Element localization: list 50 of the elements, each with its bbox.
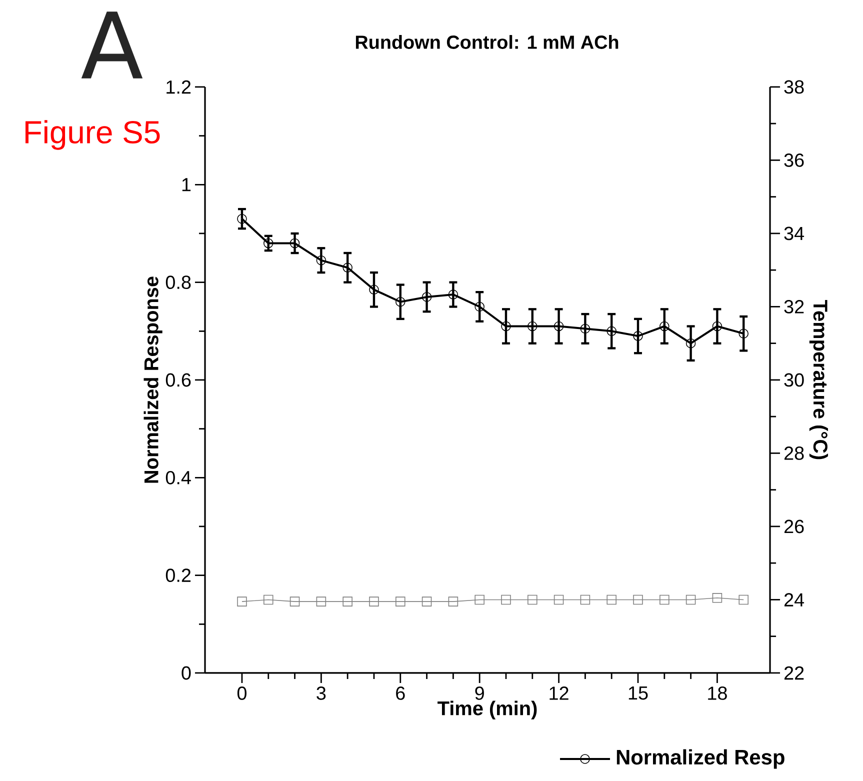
y2-tick-label: 24: [784, 593, 804, 606]
point: [712, 321, 722, 332]
y-tick-label: 1: [182, 178, 191, 192]
point: [290, 238, 300, 248]
point: [263, 238, 274, 248]
x-tick-label: 12: [550, 686, 568, 700]
chart-title: Rundown Control: 1 mM ACh: [356, 35, 618, 49]
y2-tick-label: 26: [784, 520, 804, 534]
x-tick-label: 9: [475, 686, 484, 700]
point: [528, 321, 538, 332]
x-tick-label: 3: [316, 686, 326, 700]
caption: Figure S5: [26, 120, 160, 150]
x-tick-label: 0: [237, 686, 246, 700]
y2-tick-label: 34: [784, 226, 804, 240]
y-tick-label: 0.4: [166, 470, 191, 484]
point: [237, 214, 247, 224]
y2-tick-label: 22: [784, 666, 804, 680]
y-axis-title: Normalized Response: [144, 276, 162, 483]
legend-label: Normalized Resp: [616, 749, 784, 769]
point: [606, 326, 616, 336]
point: [316, 255, 326, 266]
x-tick-label: 6: [396, 686, 405, 700]
point: [448, 290, 458, 300]
point: [501, 321, 511, 332]
y-tick-label: 0: [182, 666, 191, 680]
point: [738, 328, 748, 338]
y2-tick-label: 28: [784, 446, 804, 460]
x-tick-label: 18: [708, 686, 727, 700]
point: [369, 284, 379, 295]
y2-axis-title: Temperature (°C): [809, 300, 828, 460]
y2-tick-label: 36: [784, 154, 804, 167]
y-tick-label: 0.2: [166, 568, 191, 582]
point: [342, 262, 352, 273]
text: A: [81, 12, 143, 78]
point: [633, 331, 643, 341]
y2-tick-label: 38: [784, 80, 804, 94]
y-tick-label: 0.8: [166, 276, 191, 290]
x-tick-label: 15: [628, 686, 648, 700]
point: [580, 324, 590, 334]
point: [686, 338, 696, 348]
y-tick-label: 1.2: [166, 80, 191, 94]
point: [660, 321, 670, 332]
x-axis-title: Time (min): [438, 700, 537, 720]
y2-tick-label: 32: [784, 300, 804, 314]
point: [422, 292, 432, 302]
y2-tick-label: 30: [784, 373, 804, 387]
point: [474, 302, 484, 312]
point: [396, 296, 406, 307]
y-tick-label: 0.6: [166, 373, 191, 387]
point: [554, 321, 564, 332]
